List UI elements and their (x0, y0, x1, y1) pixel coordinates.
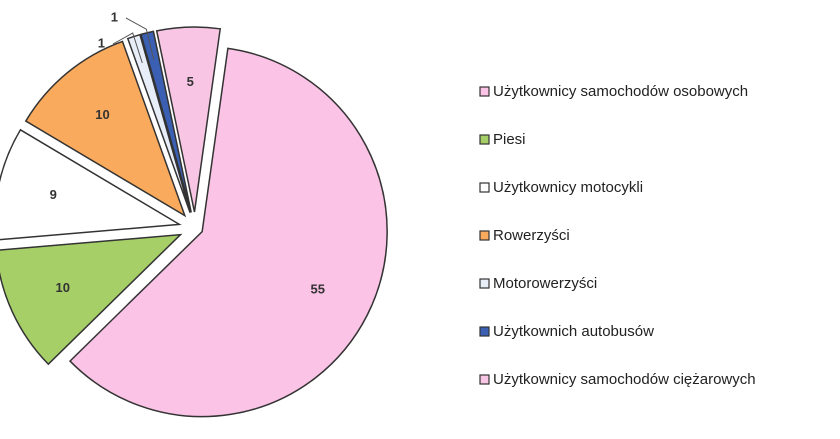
legend-label: Użytkownicy motocykli (493, 179, 643, 196)
pie-slice (24, 40, 187, 218)
pie-slice (68, 47, 388, 418)
data-label: 10 (95, 107, 109, 122)
pie-slice (0, 128, 182, 241)
leader-line (125, 17, 155, 60)
legend-swatch (479, 86, 490, 97)
data-label: 5 (187, 74, 194, 89)
data-label: 1 (111, 9, 118, 24)
legend-label: Użytkownicy samochodów ciężarowych (493, 371, 756, 388)
legend-swatch (479, 182, 490, 193)
legend-label: Użytkownich autobusów (493, 323, 654, 340)
leader-line (112, 32, 143, 64)
pie-slice (0, 233, 183, 366)
data-label: 9 (50, 187, 57, 202)
legend-label: Użytkownicy samochodów osobowych (493, 83, 748, 100)
data-label: 10 (56, 280, 70, 295)
legend-swatch (479, 134, 490, 145)
legend-swatch (479, 326, 490, 337)
legend-swatch (479, 374, 490, 385)
legend-label: Motorowerzyści (493, 275, 597, 292)
legend-swatch (479, 278, 490, 289)
legend-label: Rowerzyści (493, 227, 570, 244)
legend-swatch (479, 230, 490, 241)
legend-label: Piesi (493, 131, 526, 148)
data-label: 55 (311, 281, 325, 296)
data-label: 1 (98, 35, 105, 50)
pie-slice (155, 26, 222, 213)
